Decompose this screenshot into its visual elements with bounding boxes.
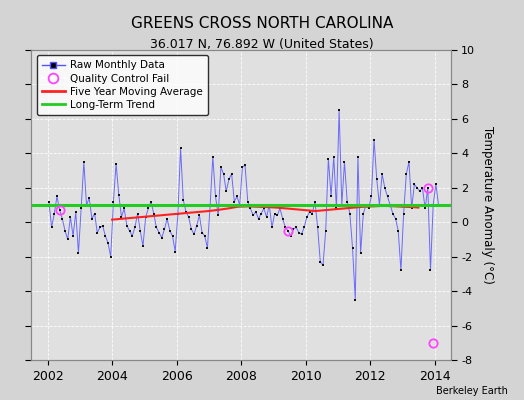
Y-axis label: Temperature Anomaly (°C): Temperature Anomaly (°C) [481,126,494,284]
Text: Berkeley Earth: Berkeley Earth [436,386,508,396]
Text: 36.017 N, 76.892 W (United States): 36.017 N, 76.892 W (United States) [150,38,374,51]
Legend: Raw Monthly Data, Quality Control Fail, Five Year Moving Average, Long-Term Tren: Raw Monthly Data, Quality Control Fail, … [37,55,208,115]
Text: GREENS CROSS NORTH CAROLINA: GREENS CROSS NORTH CAROLINA [131,16,393,31]
